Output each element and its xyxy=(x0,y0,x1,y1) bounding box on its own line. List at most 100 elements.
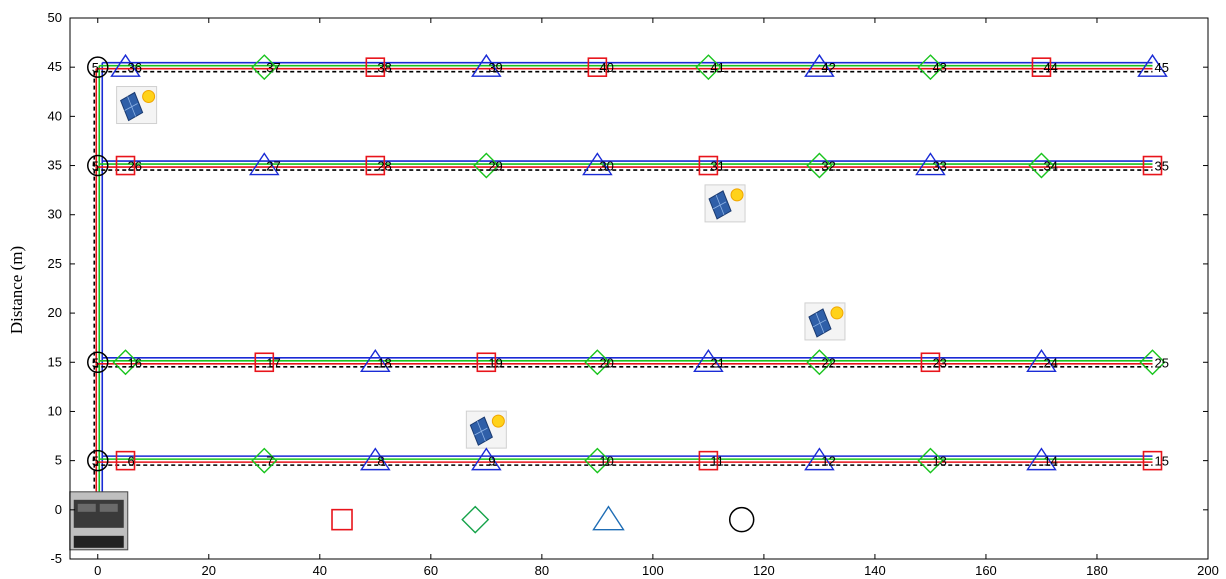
y-tick-label: 40 xyxy=(48,108,62,123)
load-marker-square xyxy=(920,352,941,373)
node-label: 10 xyxy=(599,454,613,469)
sun-icon xyxy=(830,306,844,320)
junction-circle xyxy=(87,154,109,177)
x-tick-label: 80 xyxy=(535,563,549,578)
node-label: 25 xyxy=(1154,355,1168,370)
sun-icon xyxy=(491,414,505,428)
junction-label: 5 xyxy=(92,355,99,370)
node-label: 36 xyxy=(128,60,142,75)
node-label: 14 xyxy=(1043,454,1057,469)
load-marker-square xyxy=(1031,57,1052,77)
y-tick-label: 15 xyxy=(48,354,62,369)
node-label: 9 xyxy=(488,454,495,469)
load-marker-triangle xyxy=(582,152,613,176)
load-marker-triangle xyxy=(693,349,724,372)
load-marker-diamond xyxy=(251,447,278,474)
solar-panel-icon-grid xyxy=(474,427,488,436)
load-marker-diamond xyxy=(473,152,500,179)
device-icons xyxy=(69,86,846,551)
y-tick-label: 5 xyxy=(55,453,62,468)
node-label: 17 xyxy=(266,355,280,370)
load-marker-triangle xyxy=(804,53,835,77)
load-marker-diamond xyxy=(1139,349,1166,376)
load-marker-triangle xyxy=(1026,447,1057,471)
node-label: 8 xyxy=(377,454,384,469)
y-tick-label: 45 xyxy=(48,59,62,74)
x-tick-label: 120 xyxy=(753,563,775,578)
solar-panel-icon xyxy=(704,184,746,223)
load-marker-triangle xyxy=(471,447,502,471)
feeder-lines xyxy=(93,61,1153,500)
y-tick-label: 20 xyxy=(48,305,62,320)
y-tick-label: 30 xyxy=(48,207,62,222)
node-label: 41 xyxy=(710,60,724,75)
y-tick-label: 0 xyxy=(55,502,62,517)
node-label: 40 xyxy=(599,60,613,75)
node-label: 26 xyxy=(128,159,142,174)
plot-frame xyxy=(70,18,1208,559)
node-label: 34 xyxy=(1043,159,1057,174)
load-marker-diamond xyxy=(806,152,833,179)
solar-panel-icon xyxy=(116,86,158,125)
node-labels: 5 5 5 5 6 7 8 9 10 11 12 13 14 15 16 17 18 19 20 21 22 23 24 25… xyxy=(92,60,1169,468)
node-label: 45 xyxy=(1154,60,1168,75)
x-tick-label: 100 xyxy=(642,563,664,578)
node-label: 35 xyxy=(1154,159,1168,174)
junction-circle xyxy=(87,351,109,374)
junction-label: 5 xyxy=(92,159,99,174)
node-label: 42 xyxy=(821,60,835,75)
solar-panel-icon xyxy=(804,302,846,341)
load-marker-square xyxy=(115,450,136,471)
node-label: 22 xyxy=(821,355,835,370)
solar-panel-icon-grid xyxy=(124,103,138,111)
node-label: 31 xyxy=(710,159,724,174)
node-label: 43 xyxy=(932,60,946,75)
y-tick-label: 50 xyxy=(48,10,62,25)
load-marker-square xyxy=(1142,155,1163,176)
x-tick-label: 180 xyxy=(1086,563,1108,578)
node-label: 13 xyxy=(932,454,946,469)
node-label: 6 xyxy=(128,454,135,469)
load-marker-diamond xyxy=(806,349,833,376)
load-marker-square xyxy=(698,450,719,471)
load-marker-diamond xyxy=(251,54,278,81)
load-marker-square xyxy=(698,155,719,176)
node-label: 11 xyxy=(710,454,724,469)
x-tick-label: 20 xyxy=(202,563,216,578)
load-marker-diamond xyxy=(695,54,722,81)
node-label: 24 xyxy=(1043,355,1057,370)
solar-panel-icon-grid xyxy=(812,319,827,328)
legend-triangle-marker xyxy=(592,505,625,531)
x-tick-label: 40 xyxy=(313,563,327,578)
transformer-icon-base xyxy=(73,535,124,548)
load-marker-square xyxy=(587,57,608,77)
load-marker-square xyxy=(115,155,136,176)
axes: 0 20 40 60 80 100 120 140 160 180 200 -5 0 5 10 15 20 25 3… xyxy=(48,10,1219,578)
node-label: 44 xyxy=(1043,60,1057,75)
transformer-icon xyxy=(69,491,129,551)
load-marker-square xyxy=(365,57,386,77)
node-label: 18 xyxy=(377,355,391,370)
junction-label: 5 xyxy=(92,60,99,75)
transformer-icon-unit xyxy=(99,503,118,512)
node-label: 23 xyxy=(932,355,946,370)
node-label: 38 xyxy=(377,60,391,75)
load-marker-diamond xyxy=(917,447,944,474)
marker-legend xyxy=(331,505,755,534)
node-label: 28 xyxy=(377,159,391,174)
junction-circle xyxy=(87,56,109,78)
load-marker-triangle xyxy=(804,447,835,471)
load-marker-diamond xyxy=(584,447,611,474)
load-marker-triangle xyxy=(471,53,502,77)
x-tick-label: 200 xyxy=(1197,563,1219,578)
node-label: 12 xyxy=(821,454,835,469)
load-marker-triangle xyxy=(360,349,391,372)
load-marker-triangle xyxy=(915,152,946,176)
node-label: 27 xyxy=(266,159,280,174)
node-label: 15 xyxy=(1154,454,1168,469)
y-tick-label: -5 xyxy=(50,551,62,566)
load-marker-diamond xyxy=(112,349,139,376)
load-marker-square xyxy=(254,352,275,373)
legend-square-marker xyxy=(331,508,353,531)
